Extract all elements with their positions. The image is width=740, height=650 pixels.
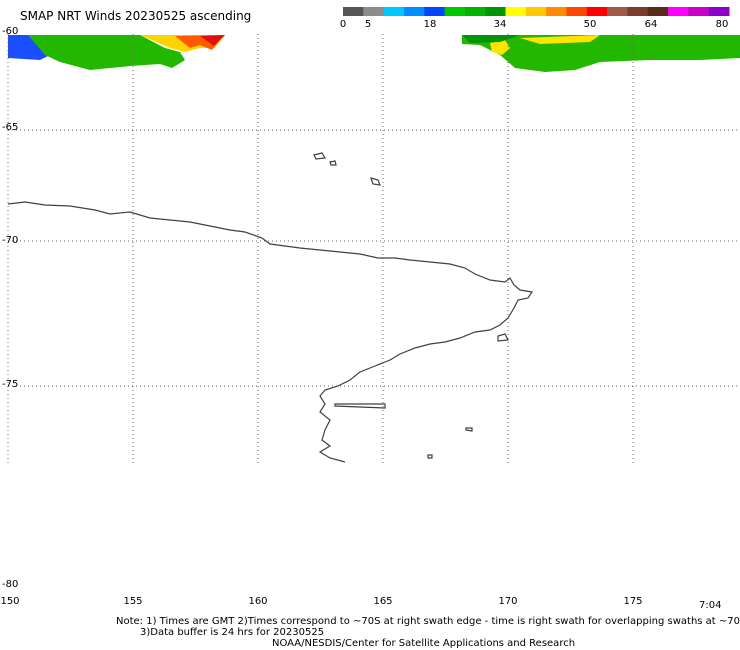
colorbar-segment (647, 7, 669, 16)
ice-shelf-edge (334, 403, 386, 409)
lon-label-170: 170 (498, 596, 518, 607)
lat-label-65: -65 (2, 122, 19, 133)
colorbar-segment (525, 7, 547, 16)
colorbar-segment (505, 7, 527, 16)
colorbar-segment (403, 7, 425, 16)
lon-label-150: 150 (0, 596, 20, 607)
lat-label-80: -80 (2, 579, 19, 590)
lon-label-155: 155 (123, 596, 143, 607)
colorbar-segment (586, 7, 608, 16)
lon-label-160: 160 (248, 596, 268, 607)
colorbar-segment (485, 7, 507, 16)
colorbar-segment (363, 7, 385, 16)
note-line-3: NOAA/NESDIS/Center for Satellite Applica… (272, 638, 576, 649)
colorbar-segment (688, 7, 710, 16)
colorbar-segment (708, 7, 730, 16)
coast-island-3 (329, 160, 337, 166)
note-line-1: Note: 1) Times are GMT 2)Times correspon… (116, 616, 740, 627)
swath-time-label: 7:04 (699, 600, 722, 611)
plot-area (8, 32, 740, 464)
swath-yellow-region-right-1 (490, 40, 510, 55)
wind-swath-right (462, 35, 740, 72)
swath-green-region-right (462, 35, 740, 72)
colorbar-label-50: 50 (583, 19, 597, 30)
swath-red-region (200, 35, 225, 46)
colorbar-segment (546, 7, 567, 16)
lon-label-165: 165 (373, 596, 393, 607)
coast-island-4 (370, 177, 381, 186)
colorbar-segment (383, 7, 405, 16)
coast-island-6 (427, 454, 433, 459)
colorbar-segment (668, 7, 689, 16)
lon-label-175: 175 (623, 596, 643, 607)
swath-yellow-region-right-2 (520, 35, 600, 44)
colorbar-segment (464, 7, 486, 16)
lat-label-60: -60 (2, 26, 19, 37)
lat-label-75: -75 (2, 379, 19, 390)
lat-label-70: -70 (2, 235, 19, 246)
wind-swath-left (8, 35, 225, 70)
colorbar-segment (566, 7, 588, 16)
colorbar-segment (444, 7, 466, 16)
colorbar (343, 7, 730, 16)
coast-island-5 (465, 427, 473, 432)
coastline (7, 152, 534, 463)
map-title: SMAP NRT Winds 20230525 ascending (20, 9, 252, 23)
colorbar-segment (343, 7, 364, 16)
colorbar-segment (424, 7, 446, 16)
note-line-2: 3)Data buffer is 24 hrs for 20230525 (140, 627, 325, 638)
colorbar-label-34: 34 (493, 19, 507, 30)
colorbar-label-64: 64 (644, 19, 658, 30)
colorbar-segment (607, 7, 628, 16)
antarctic-coast (7, 201, 534, 463)
map-grid (7, 34, 740, 464)
colorbar-label-18: 18 (423, 19, 437, 30)
colorbar-label-0: 0 (339, 19, 347, 30)
swath-blue-region (8, 35, 50, 60)
swath-darkgreen-region-right (462, 35, 520, 43)
colorbar-segment (627, 7, 649, 16)
swath-green-region (28, 35, 185, 70)
colorbar-label-5: 5 (364, 19, 372, 30)
coast-island-1 (497, 333, 509, 342)
coast-island-2 (313, 152, 326, 160)
colorbar-label-80: 80 (715, 19, 729, 30)
